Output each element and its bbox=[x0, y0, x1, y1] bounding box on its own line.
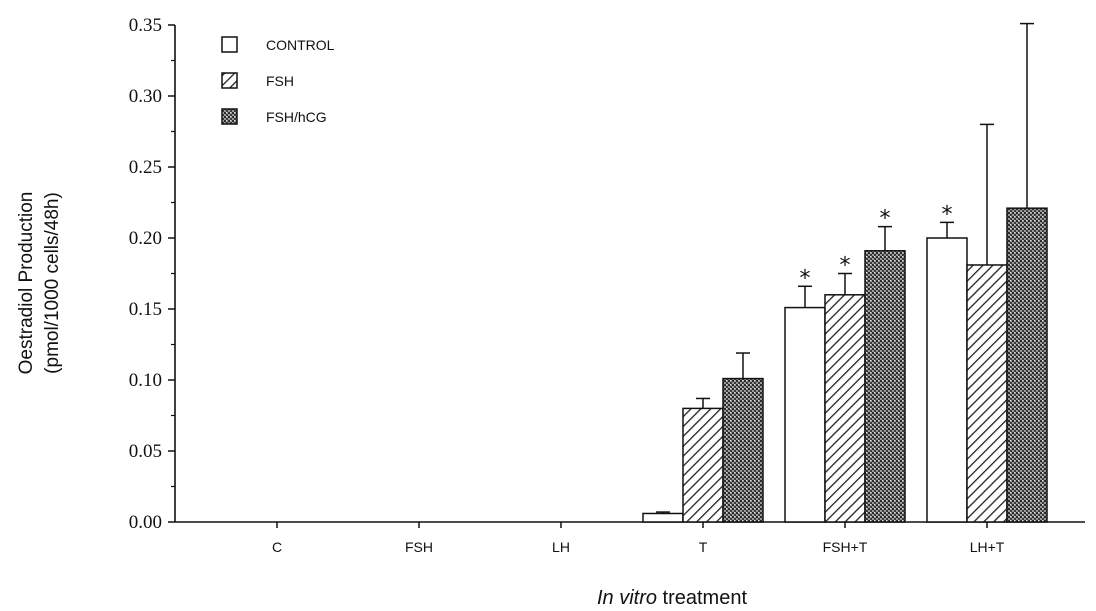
y-tick-label: 0.25 bbox=[129, 157, 162, 178]
x-axis-title-italic: In vitro bbox=[597, 587, 657, 609]
significance-marker-fsh-fsh-t: * bbox=[840, 254, 851, 279]
y-tick-label: 0.05 bbox=[129, 441, 162, 462]
plot-area: 0.00 0.05 0.10 0.15 0.20 0.25 0.30 0.35 C FSH LH T F… bbox=[129, 15, 1085, 555]
x-tick-label-lh: LH bbox=[552, 539, 570, 555]
x-tick-label-c: C bbox=[272, 539, 282, 555]
legend-swatch-fsh bbox=[221, 72, 238, 89]
legend-label-fsh-hcg: FSH/hCG bbox=[266, 109, 327, 125]
bar-control-t bbox=[642, 512, 684, 523]
bar-control-fsh-t bbox=[784, 306, 826, 523]
x-tick-label-t: T bbox=[699, 539, 708, 555]
legend-swatch-control bbox=[221, 36, 238, 53]
y-axis-title-line1: Oestradiol Production bbox=[16, 192, 37, 375]
bar-fsh-t bbox=[682, 407, 724, 523]
legend-label-fsh: FSH bbox=[266, 73, 294, 89]
bar-fsh-lh-t bbox=[966, 264, 1008, 523]
bar-fsh-hcg-lh-t bbox=[1006, 207, 1048, 523]
legend-item-fsh: FSH bbox=[221, 72, 294, 89]
legend-item-fsh-hcg: FSH/hCG bbox=[221, 108, 327, 125]
legend-label-control: CONTROL bbox=[266, 37, 335, 53]
y-tick-label: 0.20 bbox=[129, 228, 162, 249]
y-tick-label: 0.00 bbox=[129, 512, 162, 533]
significance-marker-control-lh-t: * bbox=[942, 202, 953, 227]
x-tick-label-lh-t: LH+T bbox=[970, 539, 1005, 555]
bar-fsh-fsh-t bbox=[824, 294, 866, 523]
y-tick-label: 0.10 bbox=[129, 370, 162, 391]
x-tick-label-fsh: FSH bbox=[405, 539, 433, 555]
x-axis-title-rest: treatment bbox=[657, 587, 747, 609]
legend: CONTROL FSH FSH/hCG bbox=[221, 36, 335, 125]
y-axis-title: Oestradiol Production (pmol/1000 cells/4… bbox=[16, 192, 63, 375]
significance-marker-fsh-hcg-fsh-t: * bbox=[880, 207, 891, 232]
legend-item-control: CONTROL bbox=[221, 36, 335, 53]
y-tick-label: 0.15 bbox=[129, 299, 162, 320]
bar-fsh-hcg-t bbox=[722, 377, 764, 523]
bar-fsh-hcg-fsh-t bbox=[864, 250, 906, 523]
significance-marker-control-fsh-t: * bbox=[800, 266, 811, 291]
x-tick-label-fsh-t: FSH+T bbox=[823, 539, 868, 555]
y-tick-label: 0.30 bbox=[129, 86, 162, 107]
y-tick-label: 0.35 bbox=[129, 15, 162, 36]
y-axis-title-line2: (pmol/1000 cells/48h) bbox=[42, 192, 63, 374]
x-axis-title: In vitro treatment bbox=[597, 587, 748, 609]
legend-swatch-fsh-hcg bbox=[221, 108, 238, 125]
bar-control-lh-t bbox=[926, 237, 968, 523]
